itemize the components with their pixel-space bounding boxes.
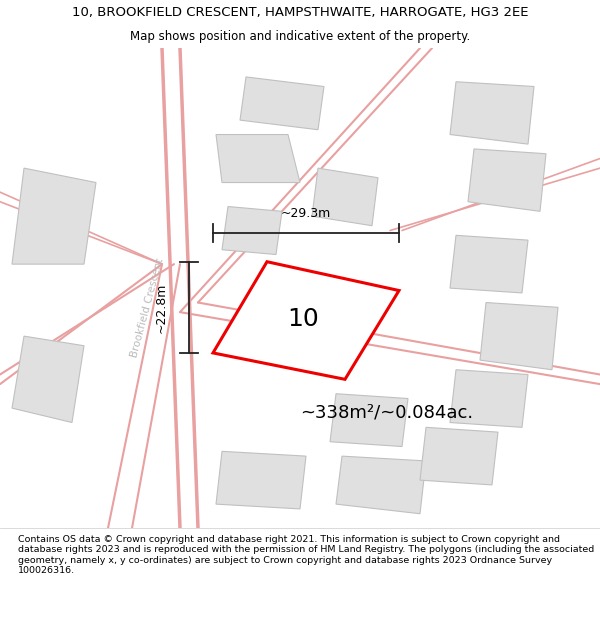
Polygon shape: [12, 336, 84, 422]
Polygon shape: [330, 394, 408, 446]
Text: 10, BROOKFIELD CRESCENT, HAMPSTHWAITE, HARROGATE, HG3 2EE: 10, BROOKFIELD CRESCENT, HAMPSTHWAITE, H…: [72, 6, 528, 19]
Polygon shape: [12, 168, 96, 264]
Polygon shape: [450, 236, 528, 293]
Text: ~338m²/~0.084ac.: ~338m²/~0.084ac.: [300, 404, 473, 422]
Polygon shape: [450, 370, 528, 428]
Polygon shape: [216, 134, 300, 182]
Text: ~29.3m: ~29.3m: [281, 208, 331, 220]
Polygon shape: [213, 262, 399, 379]
Polygon shape: [468, 149, 546, 211]
Polygon shape: [336, 456, 426, 514]
Polygon shape: [450, 82, 534, 144]
Polygon shape: [420, 428, 498, 485]
Text: Contains OS data © Crown copyright and database right 2021. This information is : Contains OS data © Crown copyright and d…: [18, 535, 594, 575]
Polygon shape: [222, 206, 282, 254]
Text: ~22.8m: ~22.8m: [154, 282, 167, 332]
Text: 10: 10: [287, 308, 319, 331]
Polygon shape: [312, 168, 378, 226]
Polygon shape: [216, 451, 306, 509]
Text: Map shows position and indicative extent of the property.: Map shows position and indicative extent…: [130, 29, 470, 42]
Polygon shape: [480, 302, 558, 370]
Text: Brookfield Crescent: Brookfield Crescent: [129, 257, 165, 358]
Polygon shape: [240, 77, 324, 130]
